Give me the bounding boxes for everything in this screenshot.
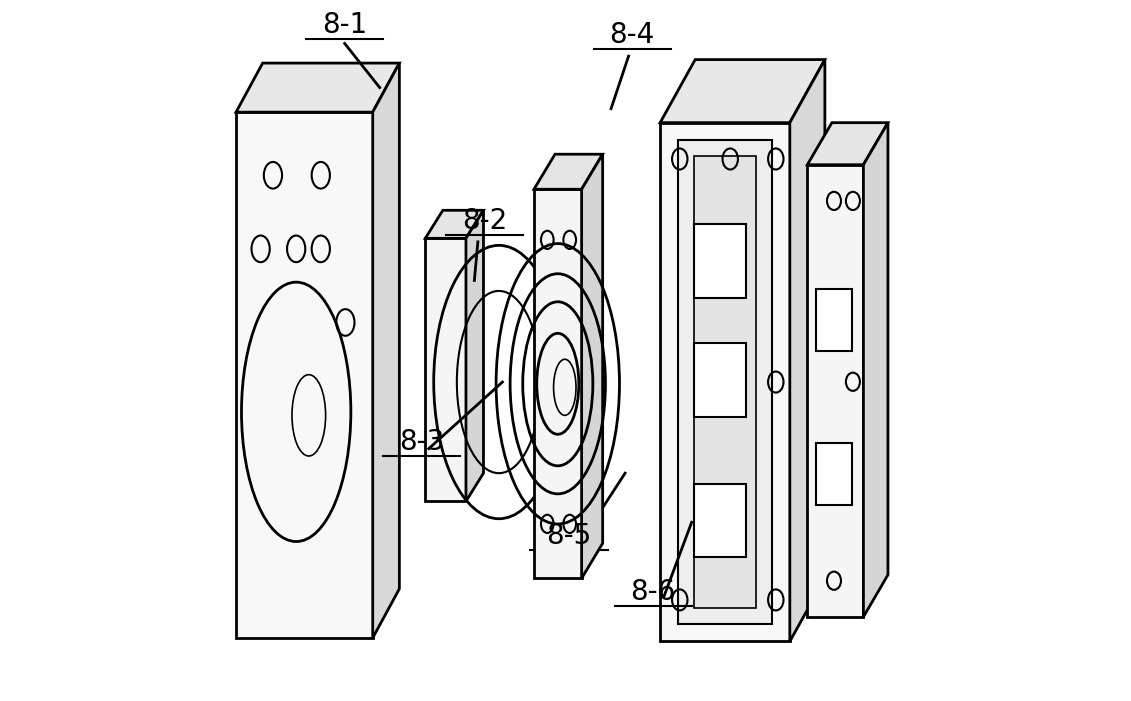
Polygon shape xyxy=(236,112,373,638)
Polygon shape xyxy=(661,123,789,641)
Polygon shape xyxy=(581,154,603,578)
Polygon shape xyxy=(534,154,603,189)
Bar xyxy=(693,156,757,608)
Polygon shape xyxy=(466,210,483,501)
Polygon shape xyxy=(236,63,399,112)
Text: 8-4: 8-4 xyxy=(610,21,655,49)
Bar xyxy=(817,289,852,350)
Bar xyxy=(677,140,772,624)
Text: 8-1: 8-1 xyxy=(322,11,368,39)
Text: 8-6: 8-6 xyxy=(630,578,675,606)
Text: 8-3: 8-3 xyxy=(399,428,444,456)
Bar xyxy=(693,484,746,557)
Bar xyxy=(693,224,746,298)
Text: 8-2: 8-2 xyxy=(463,207,508,235)
Polygon shape xyxy=(808,165,863,617)
Polygon shape xyxy=(534,189,581,578)
Bar xyxy=(817,443,852,505)
Polygon shape xyxy=(425,210,483,238)
Polygon shape xyxy=(661,60,824,123)
Polygon shape xyxy=(425,238,466,501)
Polygon shape xyxy=(789,60,824,641)
Ellipse shape xyxy=(242,283,351,542)
Polygon shape xyxy=(373,63,399,638)
Polygon shape xyxy=(808,123,888,165)
Polygon shape xyxy=(863,123,888,617)
Bar xyxy=(693,343,746,417)
Text: 8-5: 8-5 xyxy=(546,522,592,550)
